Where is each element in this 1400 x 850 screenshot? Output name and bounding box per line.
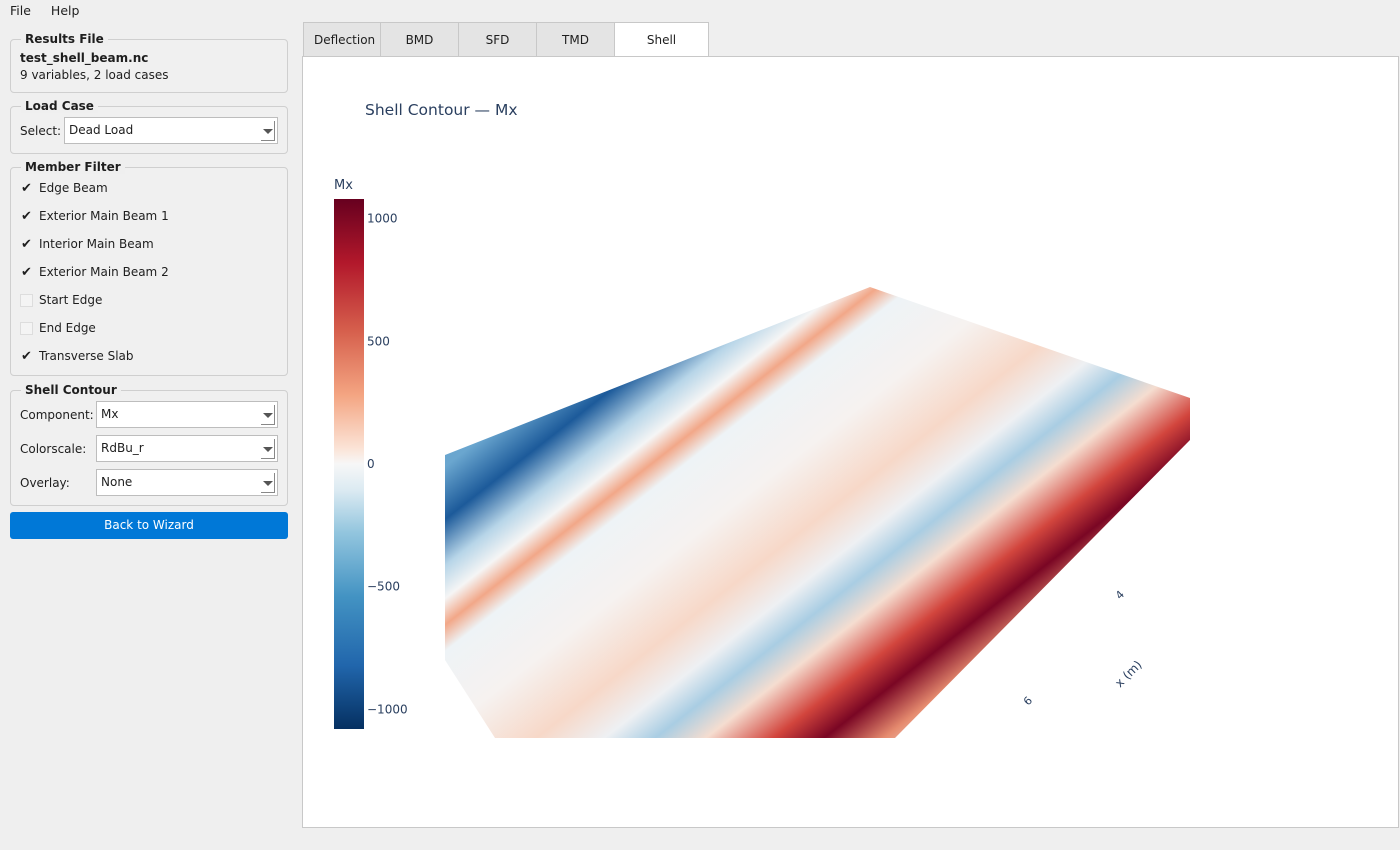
checkmark-icon: ✔ [21, 264, 32, 280]
member-filter-checkbox[interactable]: ✔ Interior Main Beam [20, 237, 154, 251]
menubar: File Help [0, 0, 89, 22]
load-case-value: Dead Load [69, 123, 134, 137]
results-filename: test_shell_beam.nc [20, 51, 149, 65]
colorbar [334, 199, 364, 729]
chevron-down-icon [261, 473, 275, 493]
back-to-wizard-button[interactable]: Back to Wizard [10, 512, 288, 539]
colorscale-select[interactable]: RdBu_r [96, 435, 278, 462]
chevron-down-icon [261, 121, 275, 141]
member-filter-checkbox[interactable]: ✔ Exterior Main Beam 1 [20, 209, 169, 223]
load-case-title: Load Case [21, 99, 98, 113]
member-filter-checkbox[interactable]: Start Edge [20, 293, 102, 307]
colorbar-tick-label: 500 [367, 334, 390, 348]
member-filter-label: Start Edge [39, 293, 103, 307]
colorbar-tick-label: −1000 [367, 702, 408, 716]
colorscale-value: RdBu_r [101, 441, 144, 455]
component-value: Mx [101, 407, 119, 421]
colorbar-tick-label: −500 [367, 580, 400, 594]
component-label: Component: [20, 408, 94, 422]
plot-title: Shell Contour — Mx [365, 101, 518, 119]
member-filter-checkbox[interactable]: ✔ Exterior Main Beam 2 [20, 265, 169, 279]
member-filter-checkbox[interactable]: End Edge [20, 321, 96, 335]
overlay-value: None [101, 475, 133, 489]
checkmark-icon: ✔ [21, 208, 32, 224]
colorbar-tick-label: 1000 [367, 212, 398, 226]
menu-file[interactable]: File [10, 3, 31, 18]
chevron-down-icon [261, 439, 275, 459]
member-filter-label: Interior Main Beam [39, 237, 154, 251]
member-filter-label: Exterior Main Beam 2 [39, 265, 169, 279]
shell-contour-group: Shell Contour Component: Mx Colorscale: … [10, 383, 288, 506]
overlay-label: Overlay: [20, 476, 70, 490]
tab-deflection[interactable]: Deflection [303, 22, 381, 57]
member-filter-label: Exterior Main Beam 1 [39, 209, 169, 223]
checkbox-icon [20, 293, 33, 307]
x-axis-tick: 4 [1113, 588, 1127, 602]
load-case-select[interactable]: Dead Load [64, 117, 278, 144]
member-filter-label: End Edge [39, 321, 96, 335]
results-summary: 9 variables, 2 load cases [20, 68, 169, 82]
checkmark-icon: ✔ [21, 236, 32, 252]
colorscale-label: Colorscale: [20, 442, 87, 456]
member-filter-checkbox[interactable]: ✔ Edge Beam [20, 181, 108, 195]
chevron-down-icon [261, 405, 275, 425]
member-filter-title: Member Filter [21, 160, 125, 174]
checkbox-icon [20, 321, 33, 335]
member-filter-label: Transverse Slab [39, 349, 134, 363]
x-axis-title: x (m) [1112, 658, 1145, 691]
checkmark-icon: ✔ [21, 180, 32, 196]
colorbar-tick-label: 0 [367, 457, 375, 471]
load-case-label: Select: [20, 124, 62, 138]
load-case-group: Load Case Select: Dead Load [10, 99, 288, 154]
member-filter-checkbox[interactable]: ✔ Transverse Slab [20, 348, 134, 364]
menu-help[interactable]: Help [50, 3, 80, 18]
results-file-group: Results File test_shell_beam.nc 9 variab… [10, 32, 288, 93]
component-select[interactable]: Mx [96, 401, 278, 428]
tab-tmd[interactable]: TMD [536, 22, 615, 57]
shell-contour-title: Shell Contour [21, 383, 121, 397]
tab-bar: Deflection BMD SFD TMD Shell Contour [303, 22, 709, 81]
checkmark-icon: ✔ [21, 348, 32, 364]
x-axis-tick: 6 [1021, 694, 1035, 708]
overlay-select[interactable]: None [96, 469, 278, 496]
member-filter-group: Member Filter [10, 160, 288, 376]
contour-surface [445, 287, 1190, 738]
tab-bmd[interactable]: BMD [380, 22, 459, 57]
colorbar-title: Mx [334, 178, 353, 193]
member-filter-label: Edge Beam [39, 181, 108, 195]
results-file-title: Results File [21, 32, 108, 46]
